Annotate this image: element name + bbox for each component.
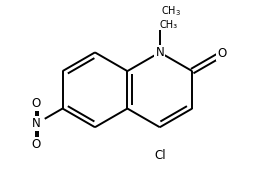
Text: Cl: Cl [154,149,166,162]
Text: O: O [31,138,41,151]
Text: O: O [31,97,41,110]
Text: N: N [155,46,164,59]
Text: O: O [217,47,227,60]
Text: N: N [32,117,40,130]
Text: —
CH₃: — CH₃ [160,8,178,30]
Text: CH$_3$: CH$_3$ [161,4,181,18]
